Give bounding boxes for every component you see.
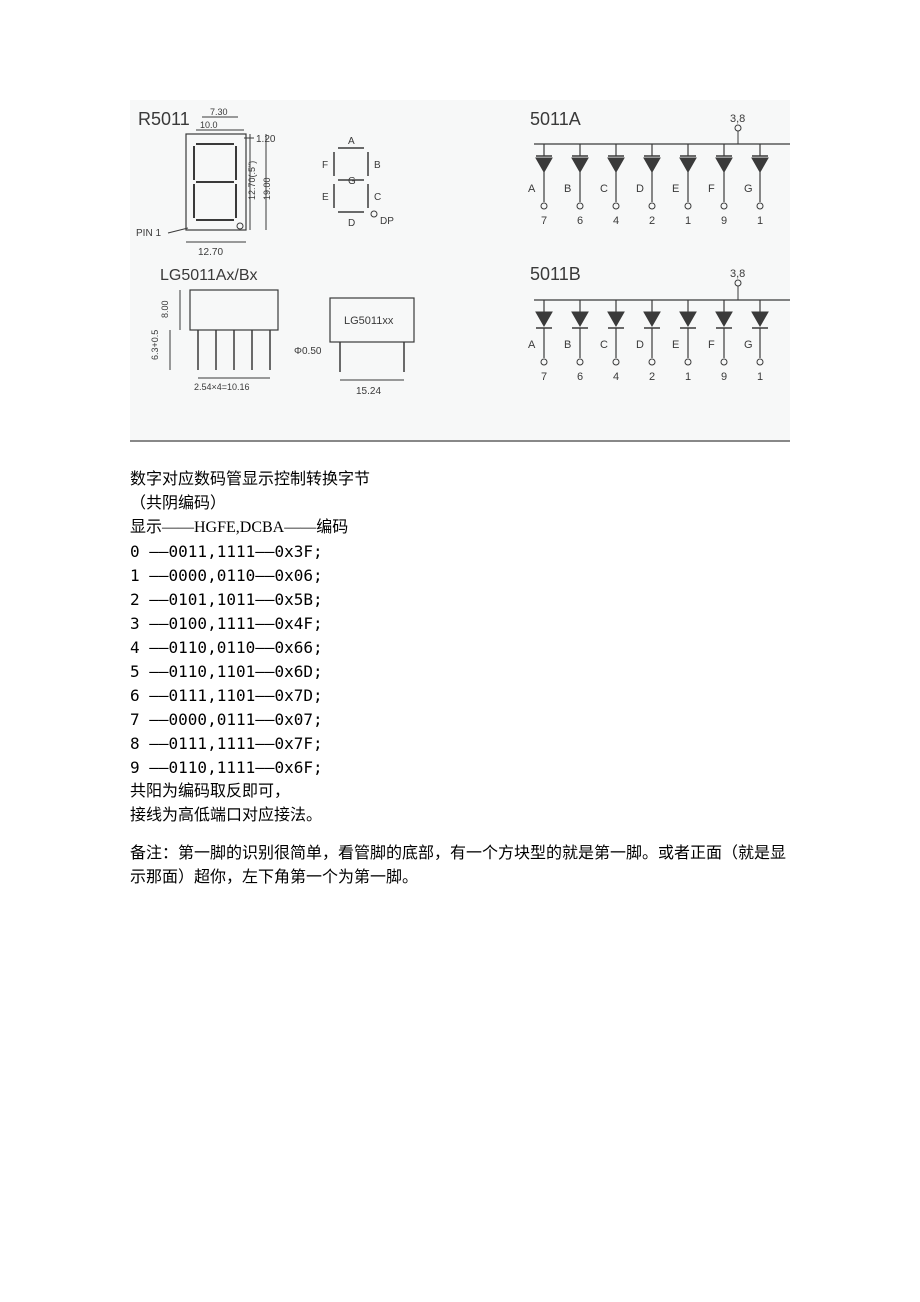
svg-text:G: G xyxy=(348,176,356,187)
row-4: 4 ――0110,0110――0x66; xyxy=(130,636,790,660)
row-6: 6 ――0111,1101――0x7D; xyxy=(130,684,790,708)
label-lgxx: LG5011xx xyxy=(344,315,394,327)
svg-text:2: 2 xyxy=(649,215,655,227)
svg-text:1: 1 xyxy=(757,215,763,227)
svg-text:C: C xyxy=(600,339,608,351)
text-title: 数字对应数码管显示控制转换字节 xyxy=(130,468,790,492)
svg-text:1: 1 xyxy=(685,215,691,227)
label-lg5011: LG5011Ax/Bx xyxy=(160,267,258,284)
label-dp: DP xyxy=(380,216,394,227)
label-common-b: 3,8 xyxy=(730,268,745,280)
svg-text:E: E xyxy=(672,183,679,195)
svg-text:F: F xyxy=(322,160,328,171)
label-common-a: 3,8 xyxy=(730,113,745,125)
row-0: 0 ――0011,1111――0x3F; xyxy=(130,540,790,564)
svg-text:7: 7 xyxy=(541,371,547,383)
note: 备注：第一脚的识别很简单，看管脚的底部，有一个方块型的就是第一脚。或者正面（就是… xyxy=(130,842,790,890)
svg-text:E: E xyxy=(322,192,329,203)
svg-text:6: 6 xyxy=(577,371,583,383)
dim-63: 6.3+0.5 xyxy=(150,330,160,360)
svg-text:2: 2 xyxy=(649,371,655,383)
row-3: 3 ――0100,1111――0x4F; xyxy=(130,612,790,636)
label-5011b: 5011B xyxy=(530,264,581,284)
row-2: 2 ――0101,1011――0x5B; xyxy=(130,588,790,612)
line-a: 共阳为编码取反即可， xyxy=(130,780,790,804)
diagram-svg: R5011 7.30 10.0 1.20 xyxy=(130,100,790,440)
page: R5011 7.30 10.0 1.20 xyxy=(0,0,920,950)
svg-text:C: C xyxy=(600,183,608,195)
label-r5011: R5011 xyxy=(138,109,190,129)
svg-text:D: D xyxy=(636,183,644,195)
svg-text:A: A xyxy=(348,136,355,147)
text-subtitle: （共阴编码） xyxy=(130,492,790,516)
svg-text:7: 7 xyxy=(541,215,547,227)
label-pin1: PIN 1 xyxy=(136,228,161,239)
svg-text:E: E xyxy=(672,339,679,351)
dim-1524: 15.24 xyxy=(356,386,381,397)
row-5: 5 ――0110,1101――0x6D; xyxy=(130,660,790,684)
svg-text:G: G xyxy=(744,183,753,195)
dim-1270: 12.70 xyxy=(198,247,223,258)
svg-text:F: F xyxy=(708,339,715,351)
diagram-area: R5011 7.30 10.0 1.20 xyxy=(130,100,790,442)
svg-text:4: 4 xyxy=(613,371,619,383)
svg-text:B: B xyxy=(374,160,381,171)
svg-text:C: C xyxy=(374,192,381,203)
dim-100: 10.0 xyxy=(200,120,218,130)
dim-1270-5: 12.70(.5") xyxy=(247,161,257,200)
svg-text:1: 1 xyxy=(757,371,763,383)
dim-254: 2.54×4=10.16 xyxy=(194,382,250,392)
svg-text:G: G xyxy=(744,339,753,351)
svg-text:D: D xyxy=(348,218,355,229)
svg-text:A: A xyxy=(528,183,536,195)
svg-text:6: 6 xyxy=(577,215,583,227)
row-1: 1 ――0000,0110――0x06; xyxy=(130,564,790,588)
line-b: 接线为高低端口对应接法。 xyxy=(130,804,790,828)
dim-730: 7.30 xyxy=(210,107,228,117)
svg-text:4: 4 xyxy=(613,215,619,227)
text-header-line: 显示――HGFE,DCBA――编码 xyxy=(130,516,790,540)
svg-text:F: F xyxy=(708,183,715,195)
row-8: 8 ――0111,1111――0x7F; xyxy=(130,732,790,756)
svg-text:9: 9 xyxy=(721,371,727,383)
svg-text:1: 1 xyxy=(685,371,691,383)
dim-800: 8.00 xyxy=(160,300,170,318)
svg-text:D: D xyxy=(636,339,644,351)
svg-text:B: B xyxy=(564,183,571,195)
dim-1900: 19.00 xyxy=(262,177,272,200)
dim-050: Φ0.50 xyxy=(294,346,322,357)
body-text: 数字对应数码管显示控制转换字节 （共阴编码） 显示――HGFE,DCBA――编码… xyxy=(130,468,790,890)
row-9: 9 ――0110,1111――0x6F; xyxy=(130,756,790,780)
svg-text:A: A xyxy=(528,339,536,351)
svg-text:9: 9 xyxy=(721,215,727,227)
label-5011a: 5011A xyxy=(530,109,581,129)
svg-text:B: B xyxy=(564,339,571,351)
row-7: 7 ――0000,0111――0x07; xyxy=(130,708,790,732)
